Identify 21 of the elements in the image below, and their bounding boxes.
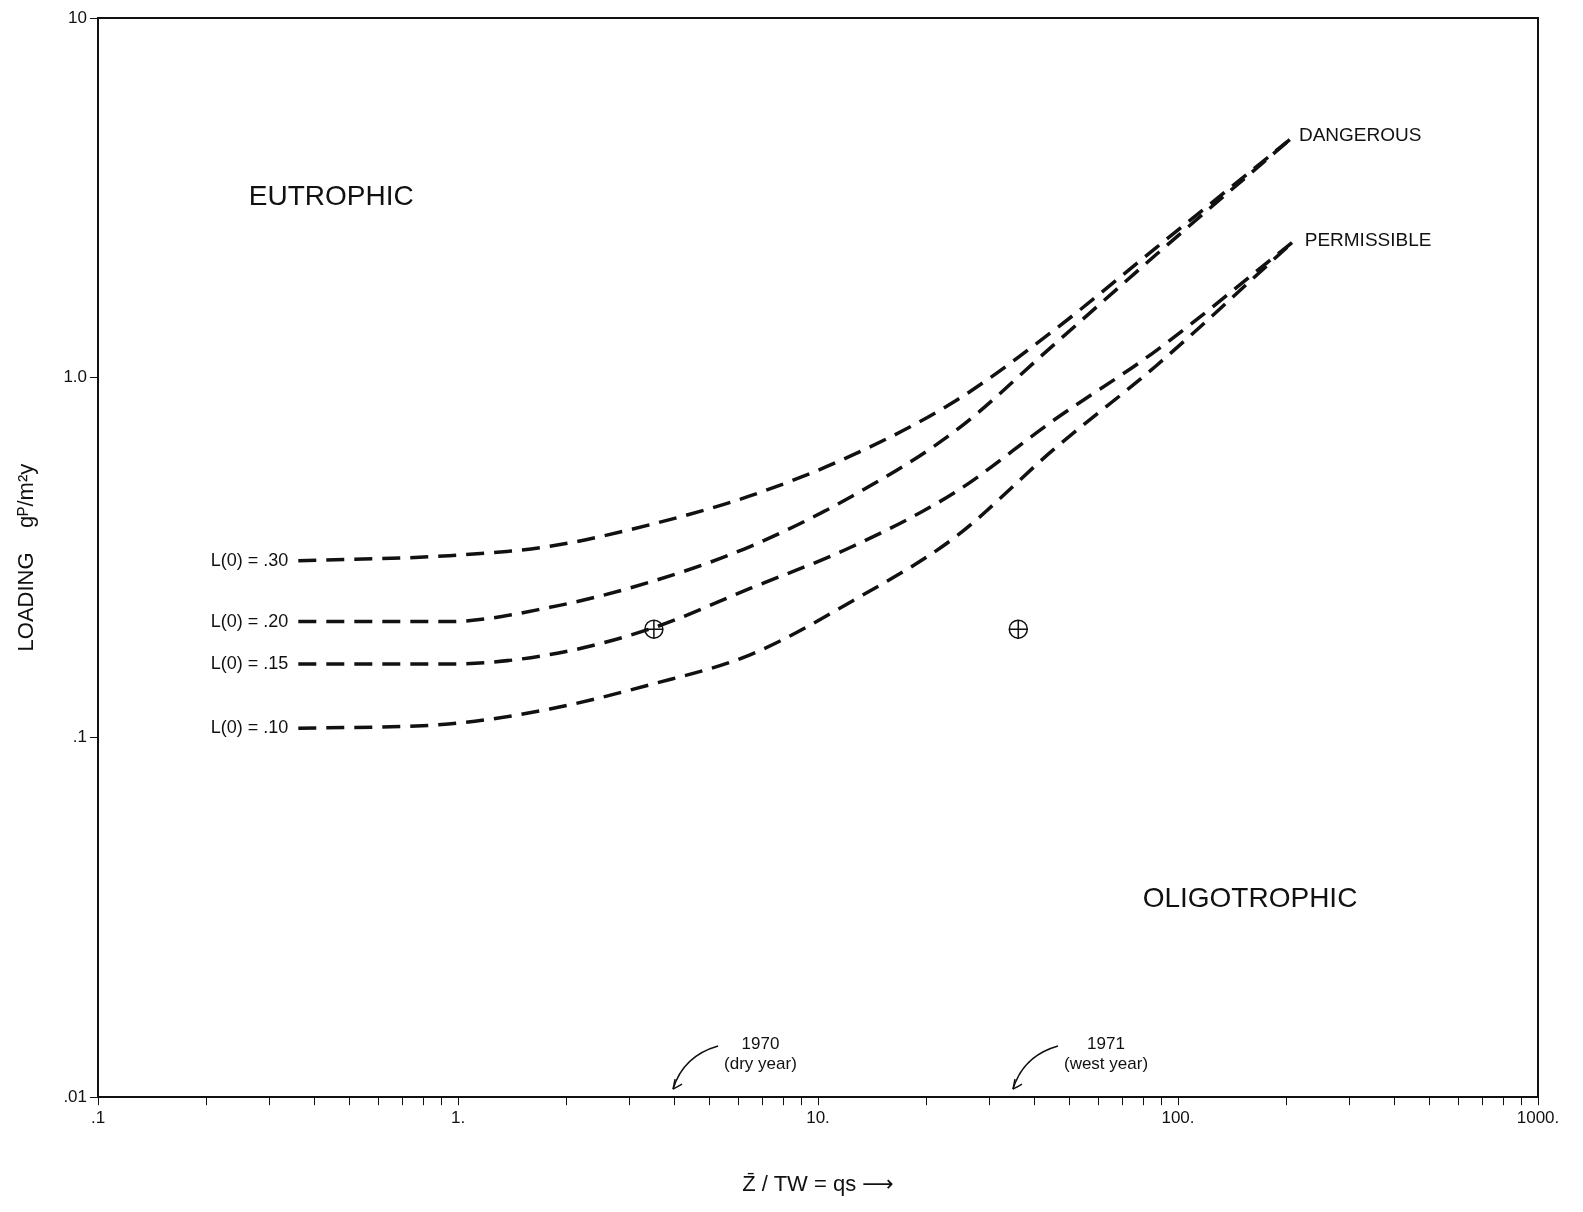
annotation: 1970 (dry year)	[724, 1033, 797, 1073]
annotation: OLIGOTROPHIC	[1142, 882, 1358, 914]
x-tick-label: 100.	[1161, 1108, 1195, 1128]
y-tick-label: 1.0	[63, 367, 88, 387]
x-tick-label: 10.	[806, 1108, 830, 1128]
series-label: L(0) = .10	[210, 717, 289, 738]
x-tick-label: 1.	[450, 1108, 466, 1128]
y-axis-title: LOADING gᴾ/m²y	[13, 463, 39, 652]
y-tick-label: .1	[72, 727, 88, 747]
series-label: L(0) = .30	[210, 549, 289, 570]
x-tick-label: 1000.	[1516, 1108, 1560, 1128]
x-tick-label: .1	[90, 1108, 106, 1128]
annotation: EUTROPHIC	[248, 179, 414, 211]
y-tick-label: 10	[68, 7, 88, 27]
annotation: DANGEROUS	[1298, 123, 1422, 145]
y-tick-label: .01	[63, 1086, 88, 1106]
series-label: L(0) = .15	[210, 653, 289, 674]
series-label: L(0) = .20	[210, 610, 289, 631]
annotation: 1971 (west year)	[1063, 1033, 1149, 1073]
x-axis-title: Z̄ / TW = qs ⟶	[742, 1170, 894, 1196]
annotation: PERMISSIBLE	[1304, 228, 1432, 250]
